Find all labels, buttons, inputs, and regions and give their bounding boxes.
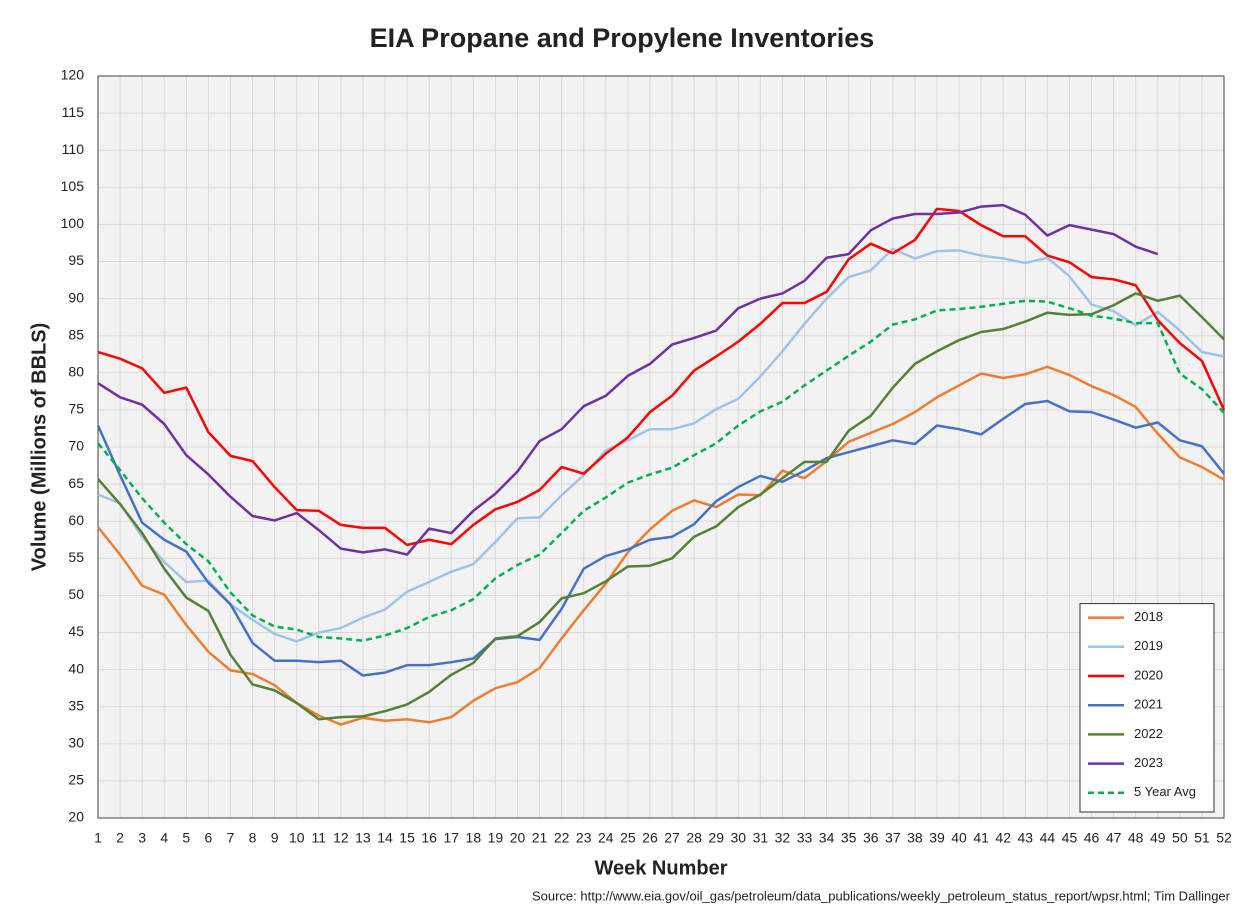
x-tick-label: 9: [271, 830, 279, 846]
y-tick-label: 70: [68, 438, 84, 454]
chart-title: EIA Propane and Propylene Inventories: [370, 23, 875, 53]
x-tick-label: 3: [138, 830, 146, 846]
legend-label: 2022: [1134, 726, 1163, 741]
y-tick-label: 45: [68, 623, 84, 639]
legend-label: 5 Year Avg: [1134, 784, 1196, 799]
x-tick-label: 7: [227, 830, 235, 846]
x-tick-label: 20: [510, 830, 526, 846]
legend-label: 2019: [1134, 638, 1163, 653]
y-tick-label: 105: [61, 178, 85, 194]
legend-label: 2018: [1134, 609, 1163, 624]
x-tick-label: 30: [730, 830, 746, 846]
x-tick-label: 21: [532, 830, 548, 846]
x-tick-label: 52: [1216, 830, 1232, 846]
y-tick-label: 115: [62, 104, 85, 120]
series-line: [97, 203, 1159, 556]
x-tick-label: 5: [182, 830, 190, 846]
x-tick-label: 33: [797, 830, 813, 846]
y-axis-label: Volume (Millions of BBLS): [28, 323, 50, 572]
x-tick-label: 23: [576, 830, 592, 846]
y-tick-label: 75: [68, 401, 84, 417]
x-tick-label: 47: [1106, 830, 1122, 846]
y-tick-label: 80: [68, 364, 84, 380]
legend-label: 2023: [1134, 755, 1163, 770]
series-line: [97, 207, 1226, 547]
y-tick-label: 50: [68, 586, 84, 602]
x-tick-label: 18: [466, 830, 482, 846]
series-line: [97, 299, 1225, 642]
x-tick-label: 25: [620, 830, 636, 846]
x-tick-label: 40: [951, 830, 967, 846]
y-tick-label: 30: [68, 735, 84, 751]
x-axis-label: Week Number: [594, 857, 727, 879]
x-tick-label: 51: [1194, 830, 1210, 846]
plot-border: [97, 75, 1225, 819]
x-tick-label: 11: [312, 830, 327, 846]
x-tick-label: 19: [488, 830, 504, 846]
series-line: [97, 292, 1225, 721]
series-line: [97, 365, 1225, 726]
y-tick-label: 20: [68, 809, 84, 825]
x-tick-label: 32: [775, 830, 791, 846]
x-tick-label: 12: [333, 830, 349, 846]
x-tick-label: 42: [995, 830, 1011, 846]
x-tick-label: 36: [863, 830, 879, 846]
x-tick-label: 41: [973, 830, 989, 846]
y-tick-label: 25: [68, 772, 84, 788]
x-tick-label: 37: [885, 830, 901, 846]
y-tick-label: 85: [68, 326, 84, 342]
x-tick-label: 6: [204, 830, 212, 846]
x-tick-label: 46: [1084, 830, 1100, 846]
x-tick-label: 28: [686, 830, 702, 846]
x-tick-label: 38: [907, 830, 923, 846]
x-tick-label: 8: [249, 830, 257, 846]
x-tick-label: 15: [399, 830, 415, 846]
x-tick-label: 31: [753, 830, 769, 846]
y-tick-label: 120: [61, 67, 85, 83]
x-tick-label: 43: [1018, 830, 1034, 846]
x-tick-label: 49: [1150, 830, 1166, 846]
x-tick-label: 13: [355, 830, 371, 846]
source-note: Source: http://www.eia.gov/oil_gas/petro…: [532, 888, 1231, 903]
x-tick-label: 34: [819, 830, 835, 846]
legend-label: 2020: [1134, 667, 1163, 682]
x-tick-label: 16: [421, 830, 437, 846]
series-line: [97, 247, 1225, 643]
y-tick-label: 60: [68, 512, 84, 528]
x-tick-label: 29: [708, 830, 724, 846]
y-tick-label: 40: [68, 660, 84, 676]
x-tick-label: 35: [841, 830, 857, 846]
x-tick-label: 14: [377, 830, 393, 846]
x-tick-label: 1: [94, 830, 102, 846]
legend-box: [1079, 603, 1215, 813]
y-tick-label: 95: [68, 252, 84, 268]
x-tick-label: 44: [1040, 830, 1056, 846]
x-tick-label: 50: [1172, 830, 1188, 846]
y-tick-label: 55: [68, 549, 84, 565]
y-tick-label: 90: [68, 289, 84, 305]
x-tick-label: 10: [289, 830, 305, 846]
x-tick-label: 4: [160, 830, 168, 846]
x-tick-label: 22: [554, 830, 570, 846]
y-tick-label: 100: [61, 215, 85, 231]
series-line: [96, 399, 1225, 677]
x-tick-label: 26: [642, 830, 658, 846]
y-tick-label: 110: [62, 141, 85, 157]
y-tick-label: 65: [68, 475, 84, 491]
x-tick-label: 27: [664, 830, 680, 846]
x-tick-label: 2: [116, 830, 124, 846]
x-tick-label: 39: [929, 830, 945, 846]
x-tick-label: 45: [1062, 830, 1078, 846]
legend-label: 2021: [1134, 697, 1163, 712]
x-tick-label: 17: [443, 830, 459, 846]
y-tick-label: 35: [68, 697, 84, 713]
x-tick-label: 48: [1128, 830, 1144, 846]
x-tick-label: 24: [598, 830, 614, 846]
